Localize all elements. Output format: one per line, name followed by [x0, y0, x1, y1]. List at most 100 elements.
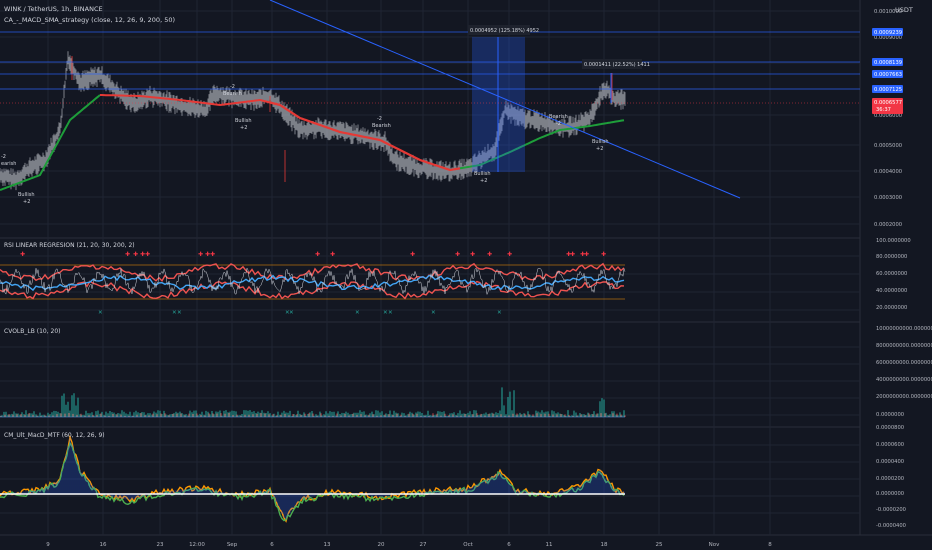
macd-axis-label: 0.0000000	[876, 491, 904, 497]
last-price-tag	[872, 98, 903, 114]
volume-bars	[0, 413, 626, 417]
price-level-tag-label: 0.0007125	[874, 87, 902, 93]
svg-text:Bullish: Bullish	[18, 192, 35, 198]
macd-axis[interactable]: 0.0000800 0.0000600 0.0000400 0.0000200 0.00…	[876, 425, 906, 529]
rsi-signal-marker: ✚	[210, 251, 215, 258]
cvol-axis-label: 2000000000.0000000	[876, 394, 932, 400]
rsi-signal-marker: ✚	[487, 251, 492, 258]
time-axis-label: 18	[601, 542, 608, 548]
rsi-axis-label: 20.0000000	[876, 305, 907, 311]
svg-text:earish: earish	[1, 161, 16, 167]
price-axis-label: 0.0010000	[874, 9, 902, 15]
price-axis[interactable]: 0.00100000.00090000.00080000.00070000.00…	[872, 9, 903, 228]
ma-line-red	[269, 101, 461, 172]
rsi-signal-marker: ✕	[355, 310, 360, 316]
rsi-axis-label: 60.0000000	[876, 271, 907, 277]
time-axis-label: 27	[420, 542, 427, 548]
svg-text:Bullish: Bullish	[592, 139, 609, 145]
rsi-axis[interactable]: 100.0000000 80.0000000 60.0000000 40.000000…	[876, 238, 911, 311]
time-axis-label: 13	[324, 542, 331, 548]
rsi-signal-marker: ✕	[497, 310, 502, 316]
cvol-axis[interactable]: 10000000000.0000000 8000000000.0000000 600…	[876, 326, 932, 418]
time-axis-label: 12:00	[189, 542, 205, 548]
rsi-signal-marker: ✚	[140, 251, 145, 258]
cvol-axis-label: 0.0000000	[876, 412, 904, 418]
chart-series: ✚ ✚ ✚ ✚ ✚ ✚ ✚ ✚ ✚ ✚ ✚ ✚ ✚ ✚ ✚ ✚✚ ✚✚ ✚✕ ✕ ✕ ✕ ✕ ✕ ✕ ✕ ✕ ✕	[0, 51, 626, 523]
cvol-axis-label: 4000000000.0000000	[876, 377, 932, 383]
price-level-tag	[872, 58, 903, 66]
svg-text:Bearish: Bearish	[223, 91, 242, 97]
macd-axis-label: -0.0000400	[876, 523, 906, 529]
rsi-signal-marker: ✕	[388, 310, 393, 316]
time-axis-label: 8	[768, 542, 772, 548]
macd-pane-title[interactable]: CM_Ult_MacD_MTF (60, 12, 26, 9)	[4, 432, 105, 439]
macd-axis-label: 0.0000600	[876, 442, 904, 448]
rsi-signal-marker: ✚	[205, 251, 210, 258]
rsi-signal-marker: ✚	[145, 251, 150, 258]
cvol-axis-label: 8000000000.0000000	[876, 343, 932, 349]
time-axis-label: Nov	[709, 542, 720, 548]
currency-label: USDT	[895, 6, 913, 14]
signal-annotation: Bullish +2	[18, 192, 35, 205]
price-axis-label: 0.0005000	[874, 143, 902, 149]
rsi-signal-marker: ✕	[289, 310, 294, 316]
rsi-signal-marker: ✚	[470, 251, 475, 258]
svg-text:-2: -2	[230, 84, 235, 90]
svg-text:-2: -2	[1, 154, 6, 160]
rsi-pane-title[interactable]: RSI LINEAR REGRESION (21, 20, 30, 200, 2…	[4, 242, 135, 249]
time-axis-label: 16	[100, 542, 107, 548]
svg-text:Bearish: Bearish	[549, 114, 568, 120]
price-axis-label: 0.0004000	[874, 169, 902, 175]
svg-text:Bullish: Bullish	[474, 171, 491, 177]
rsi-signal-marker: ✚	[601, 251, 606, 258]
price-level-tag-label: 0.0007663	[874, 72, 902, 78]
rsi-signal-marker: ✕	[383, 310, 388, 316]
time-axis-label: 23	[157, 542, 164, 548]
trend-line	[269, 0, 741, 199]
strategy-title[interactable]: CA_-_MACD_SMA_strategy (close, 12, 26, 9…	[4, 16, 175, 24]
rsi-signal-marker: ✚	[507, 251, 512, 258]
svg-text:+2: +2	[23, 199, 30, 205]
price-level-tag	[872, 28, 903, 36]
time-axis-label: Sep	[227, 542, 238, 548]
signal-annotation: Bearish -2	[549, 114, 568, 127]
last-price-label: 0.0006577	[874, 100, 902, 106]
price-axis-label: 0.0006000	[874, 113, 902, 119]
svg-text:+2: +2	[240, 125, 247, 131]
rsi-signal-marker: ✕	[98, 310, 103, 316]
cvol-axis-label: 6000000000.0000000	[876, 360, 932, 366]
rsi-signal-marker: ✚	[20, 251, 25, 258]
time-axis-label: 6	[507, 542, 511, 548]
chart-overlay	[0, 0, 860, 199]
macd-axis-label: 0.0000800	[876, 425, 904, 431]
cvol-axis-label: 10000000000.0000000	[876, 326, 932, 332]
price-axis-label: 0.0003000	[874, 195, 902, 201]
countdown-label: 36:37	[876, 107, 891, 113]
time-axis[interactable]: 9 16 23 12:00 Sep 6 13 20 27 Oct 6 11 18 25 Nov 8	[46, 542, 772, 548]
time-axis-label: 9	[46, 542, 50, 548]
time-axis-label: 25	[656, 542, 663, 548]
ma-line-green	[0, 94, 101, 191]
time-axis-label: 11	[546, 542, 553, 548]
rsi-signal-marker: ✚	[566, 251, 571, 258]
rsi-axis-label: 100.0000000	[876, 238, 911, 244]
rsi-signal-marker: ✚	[198, 251, 203, 258]
macd-line	[0, 441, 625, 522]
measure-box1-label: 0.0004952 (125.18%) 4952	[470, 28, 539, 34]
macd-axis-label: 0.0000200	[876, 476, 904, 482]
svg-text:+2: +2	[480, 178, 487, 184]
rsi-signal-marker: ✚	[580, 251, 585, 258]
cvol-pane-title[interactable]: CVOLB_LB (10, 20)	[4, 328, 61, 335]
price-candles	[0, 51, 626, 191]
measure-box2-bg	[582, 59, 642, 69]
price-level-tag	[872, 85, 903, 93]
signal-annotation: Bullish +2	[235, 118, 252, 131]
price-axis-label: 0.0002000	[874, 222, 902, 228]
symbol-title[interactable]: WINK / TetherUS, 1h, BINANCE	[4, 5, 103, 13]
rsi-signal-marker: ✕	[431, 310, 436, 316]
signal-annotation: Bullish +2	[592, 139, 609, 152]
rsi-lower-line	[0, 280, 625, 300]
price-level-tag-label: 0.0009239	[874, 30, 902, 36]
ma-line-green	[459, 119, 625, 170]
